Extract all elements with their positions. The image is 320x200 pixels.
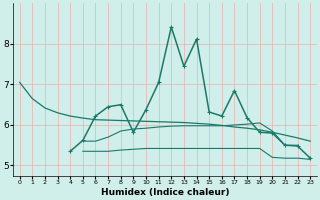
X-axis label: Humidex (Indice chaleur): Humidex (Indice chaleur) (101, 188, 229, 197)
